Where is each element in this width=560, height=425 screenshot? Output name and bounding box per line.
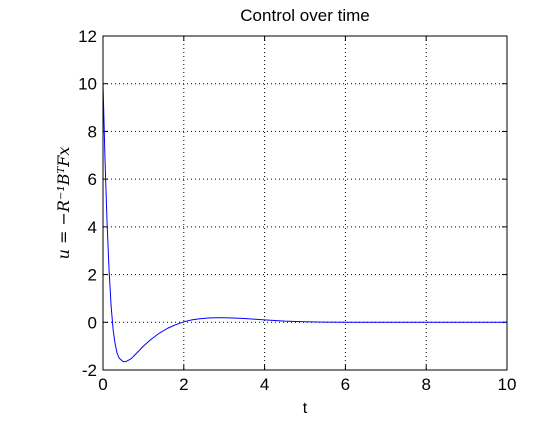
y-tick-label: 2 [88, 266, 97, 285]
x-tick-label: 4 [260, 375, 269, 394]
y-axis-label: u = −R⁻¹BᵀFx [54, 147, 73, 260]
y-tick-label: 6 [88, 170, 97, 189]
x-tick-label: 6 [341, 375, 350, 394]
plot-area [103, 36, 507, 370]
y-tick-labels: -2 0 2 4 6 8 10 12 [78, 27, 97, 380]
plot-frame [102, 35, 508, 371]
y-tick-label: 8 [88, 122, 97, 141]
y-tick-label: 4 [88, 218, 97, 237]
series-line [102, 83, 507, 363]
y-tick-label: -2 [82, 361, 97, 380]
x-tick-label: 10 [498, 375, 517, 394]
y-tick-label: 12 [78, 27, 97, 46]
x-axis-label: t [303, 400, 308, 417]
x-tick-label: 2 [179, 375, 188, 394]
y-tick-label: 0 [88, 313, 97, 332]
x-tick-label: 0 [98, 375, 107, 394]
y-tick-label: 10 [78, 75, 97, 94]
x-tick-labels: 0 2 4 6 8 10 [98, 375, 516, 394]
chart-title: Control over time [240, 6, 369, 25]
series-layer [102, 83, 507, 363]
x-tick-label: 8 [421, 375, 430, 394]
